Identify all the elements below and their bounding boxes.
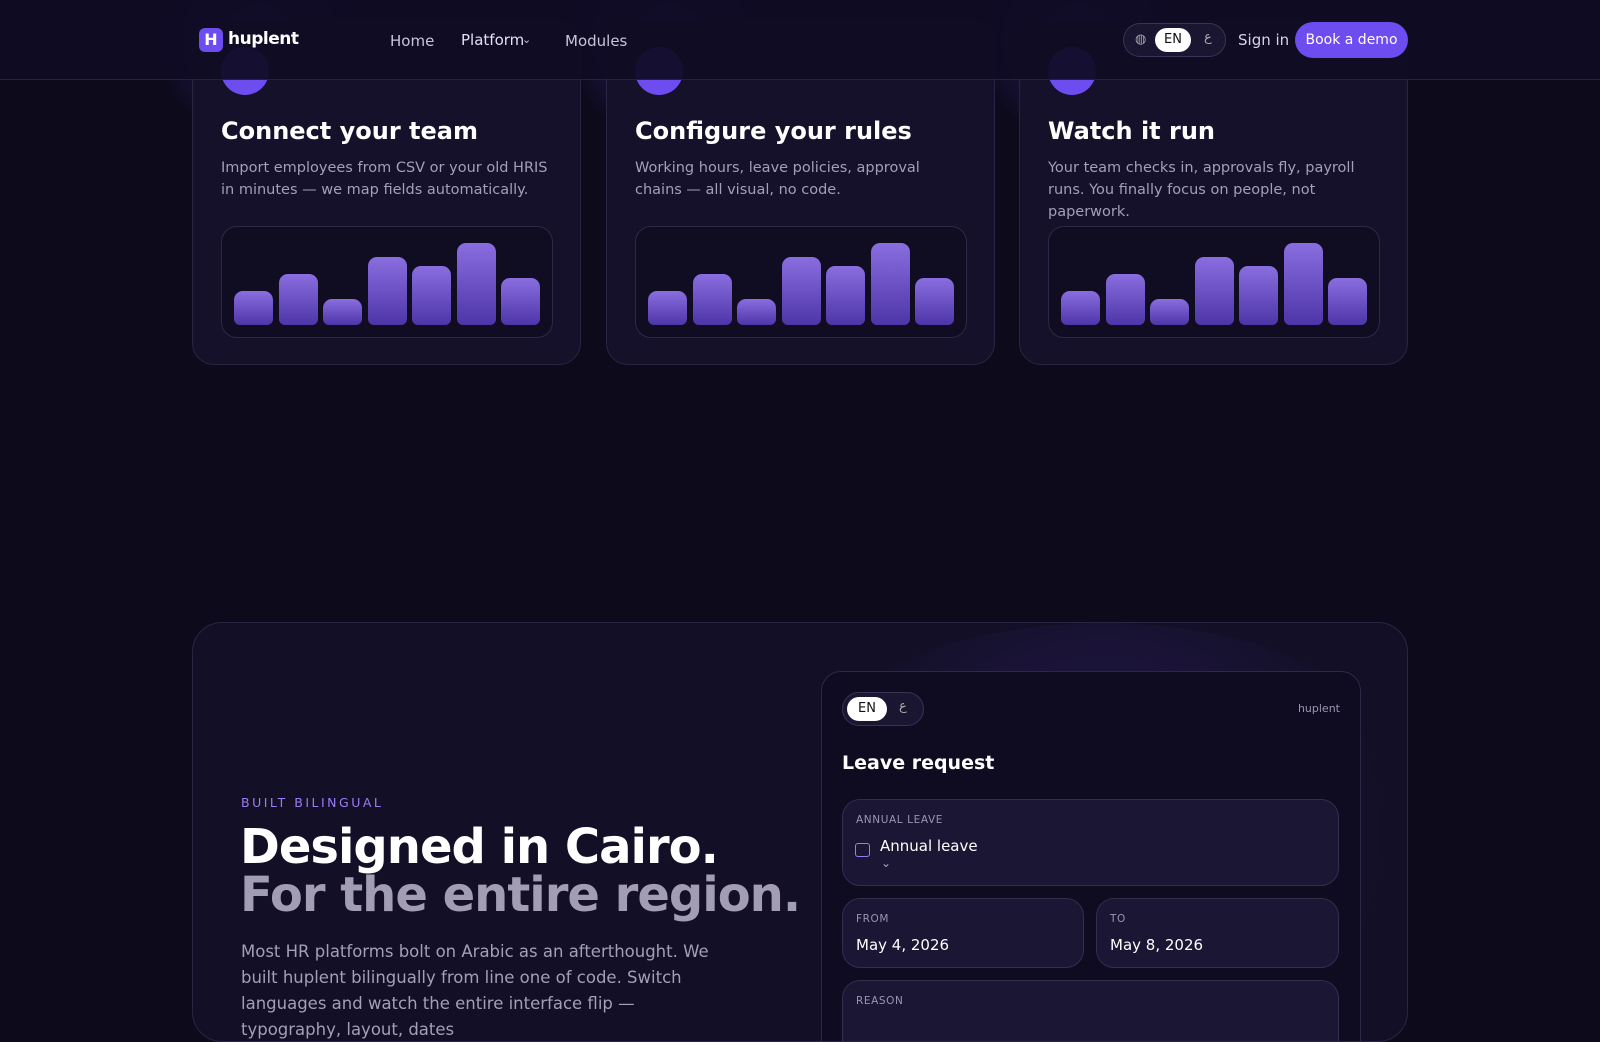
decor-bar <box>234 291 273 325</box>
decor-bar <box>692 274 732 325</box>
form-title: Leave request <box>842 752 995 774</box>
step-title: Watch it run <box>1048 117 1216 145</box>
decor-bar <box>367 257 407 325</box>
logo[interactable]: huplent <box>228 29 299 49</box>
text-field[interactable]: REASON <box>842 980 1339 1041</box>
field-label: FROM <box>856 913 890 925</box>
lang-option[interactable]: ع <box>899 699 907 714</box>
decor-bar <box>1328 278 1367 325</box>
step-title: Connect your team <box>221 117 478 145</box>
lang-switch: ◍ EN ع <box>1123 23 1226 57</box>
brand: huplent <box>1297 702 1340 715</box>
date-field[interactable]: TO May 8, 2026 <box>1096 898 1339 968</box>
decor-bar <box>781 257 821 325</box>
decor-bar <box>870 243 910 325</box>
step-description: Import employees from CSV or your old HR… <box>221 160 548 198</box>
field-label: TO <box>1110 913 1126 925</box>
decor-bar <box>278 274 318 325</box>
headline: For the entire region. <box>240 867 801 923</box>
decor-bar <box>501 278 540 325</box>
field-label: ANNUAL LEAVE <box>856 814 943 826</box>
lang-option[interactable]: ع <box>1204 30 1212 45</box>
decor-bar <box>1283 243 1323 325</box>
eyebrow: BUILT BILINGUAL <box>241 795 384 810</box>
decor-bar <box>323 299 362 325</box>
body-text: Most HR platforms bolt on Arabic as an a… <box>241 942 709 1039</box>
lang-active[interactable]: EN <box>1155 28 1191 52</box>
decor-bar <box>1194 257 1234 325</box>
mini-chart <box>635 226 967 338</box>
field-value: Annual leave <box>880 837 978 855</box>
step-title: Configure your rules <box>635 117 912 145</box>
decor-bar <box>826 266 865 325</box>
step-description: Your team checks in, approvals fly, payr… <box>1048 160 1355 220</box>
decor-bar <box>456 243 496 325</box>
mini-chart <box>221 226 553 338</box>
field-value: May 8, 2026 <box>1110 936 1204 954</box>
form-panel: EN ع huplent Leave request ANNUAL LEAVE … <box>821 671 1361 1041</box>
logo-mark: H <box>199 28 223 52</box>
field-label: REASON <box>856 995 904 1007</box>
bilingual-section: BUILT BILINGUAL Designed in Cairo. For t… <box>192 622 1408 1042</box>
nav-link[interactable]: Modules <box>565 32 628 50</box>
lang-active[interactable]: EN <box>847 697 887 721</box>
globe-icon: ◍ <box>1135 32 1147 47</box>
decor-bar <box>915 278 954 325</box>
decor-bar <box>1150 299 1189 325</box>
headline: Designed in Cairo. <box>240 819 719 875</box>
field-value: May 4, 2026 <box>856 936 950 954</box>
chevron: ⌄ <box>522 33 532 46</box>
lang-switch: EN ع <box>842 692 924 726</box>
select-field[interactable]: ANNUAL LEAVE Annual leave ⌄ <box>842 799 1339 886</box>
cta-button[interactable]: Book a demo <box>1295 22 1408 58</box>
decor-bar <box>1061 291 1100 325</box>
mini-chart <box>1048 226 1380 338</box>
decor-bar <box>1239 266 1278 325</box>
date-field[interactable]: FROM May 4, 2026 <box>842 898 1084 968</box>
decor-bar <box>1105 274 1145 325</box>
step-description: Working hours, leave policies, approval … <box>635 160 920 198</box>
nav-link[interactable]: Platform <box>461 31 525 49</box>
decor-bar <box>412 266 451 325</box>
nav-link[interactable]: Home <box>390 32 435 50</box>
calendar-icon <box>855 843 870 857</box>
sign-in[interactable]: Sign in <box>1238 31 1290 49</box>
navbar: H huplent Home Platform ⌄ Modules ◍ EN ع… <box>0 0 1600 80</box>
chevron: ⌄ <box>881 856 892 870</box>
decor-bar <box>737 299 776 325</box>
decor-bar <box>648 291 687 325</box>
